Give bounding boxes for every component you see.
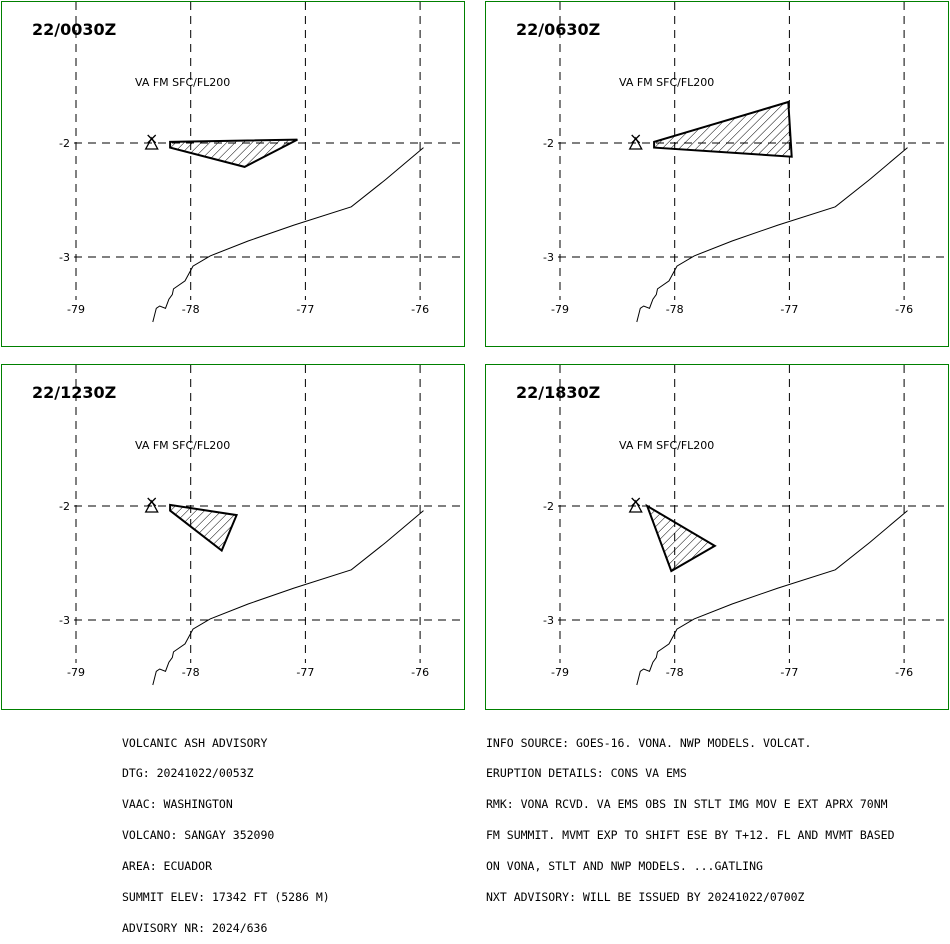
ash-plume-polygon [653,100,793,158]
advisory-line: VOLCANIC ASH ADVISORY [122,735,268,750]
advisory-remarks-block: INFO SOURCE: GOES-16. VONA. NWP MODELS. … [486,717,895,913]
lon-tick-label: -77 [296,303,314,316]
map-canvas: -79 -78 -77 -76 -2 -3 22/1830Z VA FM SFC/FL200 [516,365,948,686]
advisory-line: RMK: VONA RCVD. VA EMS OBS IN STLT IMG M… [486,797,888,812]
lon-tick-label: -76 [895,303,913,316]
lat-tick-label: -3 [543,251,554,264]
lat-tick-label: -2 [543,500,554,513]
map-canvas: -79 -78 -77 -76 -2 -3 22/0630Z VA FM SFC/FL200 [516,2,948,323]
advisory-line: SUMMIT ELEV: 17342 FT (5286 M) [122,890,330,905]
volcano-x-marker-icon [631,134,641,144]
advisory-line: INFO SOURCE: GOES-16. VONA. NWP MODELS. … [486,735,812,750]
volcano-triangle-icon [628,499,643,513]
volcano-x-marker-icon [631,497,641,507]
lon-tick-label: -79 [67,666,85,679]
lon-tick-label: -79 [67,303,85,316]
forecast-time-label: 22/1830Z [516,383,600,402]
advisory-line: ERUPTION DETAILS: CONS VA EMS [486,766,687,781]
lon-tick-label: -77 [780,303,798,316]
coastline [636,147,908,323]
volcano-triangle-icon [628,136,643,150]
volcano-triangle-icon [144,499,159,513]
ash-level-label: VA FM SFC/FL200 [135,439,230,452]
ash-level-label: VA FM SFC/FL200 [619,76,714,89]
lon-tick-label: -78 [182,303,200,316]
forecast-panel-0630: -79 -78 -77 -76 -2 -3 22/0630Z VA FM SFC/FL200 [485,1,949,347]
map-canvas: -79 -78 -77 -76 -2 -3 22/0030Z VA FM SFC/FL200 [32,2,464,323]
lat-tick-label: -2 [543,137,554,150]
lon-tick-label: -78 [666,303,684,316]
coastline [152,510,424,686]
advisory-line: AREA: ECUADOR [122,859,213,874]
volcano-x-marker-icon [147,134,157,144]
lon-tick-label: -77 [296,666,314,679]
lon-tick-label: -79 [551,303,569,316]
lat-tick-label: -3 [59,614,70,627]
advisory-line: ON VONA, STLT AND NWP MODELS. ...GATLING [486,859,763,874]
lon-tick-label: -76 [411,666,429,679]
ash-plume-polygon [169,503,239,553]
forecast-time-label: 22/0030Z [32,20,116,39]
forecast-time-label: 22/1230Z [32,383,116,402]
ash-plume-polygon [169,138,298,168]
volcano-x-marker-icon [147,497,157,507]
forecast-panel-1230: -79 -78 -77 -76 -2 -3 22/1230Z VA FM SFC/FL200 [1,364,465,710]
forecast-panel-0030: -79 -78 -77 -76 -2 -3 22/0030Z VA FM SFC/FL200 [1,1,465,347]
coastline [152,147,424,323]
volcano-triangle-icon [144,136,159,150]
ash-plume-polygon [645,503,717,573]
lat-tick-label: -3 [59,251,70,264]
forecast-panel-1830: -79 -78 -77 -76 -2 -3 22/1830Z VA FM SFC/FL200 [485,364,949,710]
coastline [636,510,908,686]
advisory-line: DTG: 20241022/0053Z [122,766,254,781]
map-canvas: -79 -78 -77 -76 -2 -3 22/1230Z VA FM SFC/FL200 [32,365,464,686]
lon-tick-label: -76 [895,666,913,679]
advisory-line: VAAC: WASHINGTON [122,797,233,812]
advisory-line: VOLCANO: SANGAY 352090 [122,828,275,843]
ash-level-label: VA FM SFC/FL200 [619,439,714,452]
advisory-line: FM SUMMIT. MVMT EXP TO SHIFT ESE BY T+12… [486,828,895,843]
lon-tick-label: -77 [780,666,798,679]
forecast-time-label: 22/0630Z [516,20,600,39]
lon-tick-label: -78 [182,666,200,679]
lon-tick-label: -78 [666,666,684,679]
lat-tick-label: -2 [59,137,70,150]
lat-tick-label: -2 [59,500,70,513]
advisory-line: NXT ADVISORY: WILL BE ISSUED BY 20241022… [486,890,805,905]
advisory-header-block: VOLCANIC ASH ADVISORY DTG: 20241022/0053… [122,717,330,944]
lat-tick-label: -3 [543,614,554,627]
lon-tick-label: -76 [411,303,429,316]
ash-level-label: VA FM SFC/FL200 [135,76,230,89]
advisory-line: ADVISORY NR: 2024/636 [122,920,268,935]
lon-tick-label: -79 [551,666,569,679]
